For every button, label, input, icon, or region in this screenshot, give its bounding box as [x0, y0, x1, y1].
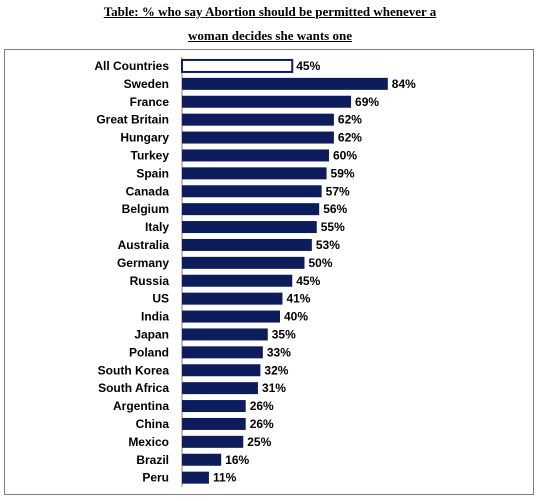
bar-south-korea — [182, 364, 261, 377]
category-label: Mexico — [128, 435, 169, 449]
data-label: 62% — [338, 131, 362, 145]
bar-hungary — [182, 131, 334, 144]
bar-argentina — [182, 400, 246, 413]
category-label: South Korea — [98, 363, 170, 377]
bar-italy — [182, 221, 317, 234]
category-label: Belgium — [122, 202, 169, 216]
category-label: Germany — [117, 256, 169, 270]
bar-sweden — [182, 77, 388, 90]
bar-mexico — [182, 435, 244, 448]
category-label: South Africa — [98, 381, 169, 395]
data-label: 50% — [309, 256, 333, 270]
data-label: 16% — [225, 453, 249, 467]
category-label: Argentina — [113, 399, 169, 413]
bar-all-countries — [181, 58, 294, 73]
bar-turkey — [182, 149, 329, 162]
category-label: US — [152, 292, 169, 306]
data-label: 33% — [267, 345, 291, 359]
category-label: Great Britain — [96, 113, 169, 127]
bar-japan — [182, 328, 268, 341]
data-label: 25% — [247, 435, 271, 449]
data-label: 26% — [250, 399, 274, 413]
category-label: All Countries — [94, 59, 169, 73]
bar-poland — [182, 346, 263, 359]
bar-france — [182, 95, 352, 108]
category-label: Japan — [134, 327, 169, 341]
bar-brazil — [182, 453, 222, 466]
data-label: 59% — [331, 166, 355, 180]
chart-title-line-1: Table: % who say Abortion should be perm… — [103, 4, 437, 19]
data-label: 41% — [286, 292, 310, 306]
chart-frame — [4, 49, 534, 495]
bar-peru — [182, 471, 209, 484]
category-label: Turkey — [131, 148, 170, 162]
data-label: 55% — [321, 220, 345, 234]
data-label: 53% — [316, 238, 340, 252]
category-label: India — [141, 310, 169, 324]
category-label: Peru — [142, 471, 169, 485]
category-label: Brazil — [136, 453, 169, 467]
bar-india — [182, 310, 280, 323]
category-label: Poland — [129, 345, 169, 359]
data-label: 60% — [333, 148, 357, 162]
bar-spain — [182, 167, 327, 180]
category-label: Sweden — [124, 77, 169, 91]
bar-russia — [182, 274, 293, 287]
bar-australia — [182, 238, 312, 251]
data-label: 35% — [272, 327, 296, 341]
data-label: 84% — [392, 77, 416, 91]
bar-south-africa — [182, 382, 258, 395]
data-label: 56% — [323, 202, 347, 216]
bar-china — [182, 417, 246, 430]
category-label: Canada — [126, 184, 170, 198]
data-label: 62% — [338, 113, 362, 127]
bar-great-britain — [182, 113, 334, 126]
bar-canada — [182, 185, 322, 198]
category-label: Hungary — [120, 131, 169, 145]
data-label: 26% — [250, 417, 274, 431]
data-label: 32% — [264, 363, 288, 377]
bar-us — [182, 292, 283, 305]
data-label: 57% — [326, 184, 350, 198]
category-label: Spain — [136, 166, 169, 180]
bar-belgium — [182, 203, 320, 216]
data-label: 11% — [213, 471, 237, 485]
data-label: 69% — [355, 95, 379, 109]
category-label: Australia — [118, 238, 170, 252]
category-label: China — [136, 417, 170, 431]
chart-title-line-2: woman decides she wants one — [188, 28, 352, 43]
data-label: 45% — [296, 274, 320, 288]
category-label: Italy — [145, 220, 169, 234]
category-label: France — [130, 95, 170, 109]
data-label: 40% — [284, 310, 308, 324]
data-label: 31% — [262, 381, 286, 395]
category-label: Russia — [130, 274, 170, 288]
data-label: 45% — [296, 59, 320, 73]
bar-germany — [182, 256, 305, 269]
